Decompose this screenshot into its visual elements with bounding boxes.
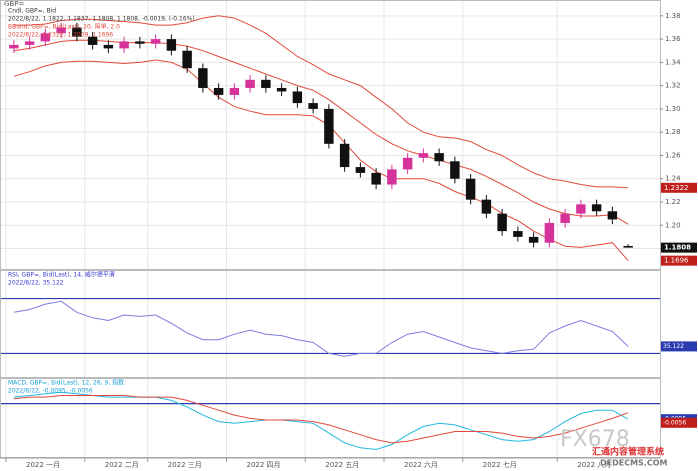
last-price-tag xyxy=(661,242,697,253)
candle-body xyxy=(166,39,177,51)
candle-body xyxy=(544,222,555,243)
band-tag-label: 1.1696 xyxy=(664,257,689,265)
series-line xyxy=(13,59,629,261)
panel-frame xyxy=(0,270,661,378)
candle-body xyxy=(576,204,586,214)
candle-body xyxy=(528,236,539,243)
series-line xyxy=(13,39,629,225)
header: GBP= xyxy=(4,0,24,8)
x-tick-label: 2022 一月 xyxy=(26,461,60,469)
x-tick-label: 2022 五月 xyxy=(325,461,359,469)
series-line xyxy=(13,15,629,189)
candle-body xyxy=(103,44,114,49)
candle-body xyxy=(418,153,429,158)
candle-body xyxy=(135,41,145,44)
series-line xyxy=(13,300,629,357)
y-tick-label: 1.34 xyxy=(665,58,681,66)
panel-frame xyxy=(0,0,661,270)
candle-body xyxy=(261,79,271,88)
candle-body xyxy=(339,143,350,168)
x-tick-label: 2022 八月 xyxy=(577,461,611,469)
value-tag-label: -0.0056 xyxy=(663,419,686,426)
y-tick-label: 1.36 xyxy=(665,35,681,43)
candle-body xyxy=(607,211,618,220)
y-tick-label: 1.20 xyxy=(665,221,681,229)
legend-line: 2022/8/22, 35.122 xyxy=(8,280,64,287)
candle-body xyxy=(56,27,66,34)
y-tick-label: 1.26 xyxy=(665,151,681,159)
candle-body xyxy=(387,169,397,185)
x-tick-label: 2022 三月 xyxy=(168,461,202,469)
candle-body xyxy=(434,153,444,162)
legend-line: 2022/8/22, 1.2322, 1.2009, 1.1696 xyxy=(8,32,113,39)
candle-body xyxy=(513,231,523,237)
candle-body xyxy=(213,87,224,95)
watermark-sub: 汇通内容管理系统 xyxy=(592,446,664,458)
y-tick-label: 1.38 xyxy=(665,12,681,20)
watermark-url: DEDECMS.COM xyxy=(600,459,668,468)
candle-body xyxy=(560,213,570,223)
candle-body xyxy=(24,41,35,45)
candle-body xyxy=(497,213,507,232)
legend-line: Cndl, GBP=, Bid xyxy=(8,8,56,15)
band-tag xyxy=(661,255,697,266)
candle-body xyxy=(355,167,366,173)
legend-line: RSI, GBP=, Bid(Last), 14, 威尔德平滑 xyxy=(8,271,115,279)
candle-body xyxy=(465,178,476,200)
candle-body xyxy=(324,108,334,144)
candle-body xyxy=(450,161,460,179)
x-tick-label: 2022 四月 xyxy=(247,461,281,469)
x-tick-label: 2022 六月 xyxy=(404,460,438,469)
legend-line: BBand, GBP=, Bid(Last), 20, 简单, 2.0 xyxy=(8,23,120,31)
y-tick-label: 1.28 xyxy=(665,128,681,136)
value-tag xyxy=(661,341,697,352)
legend-line: 2022/8/22, 1.1822, 1.1837, 1.1808, 1.180… xyxy=(8,16,195,23)
candle-body xyxy=(198,68,208,88)
candle-body xyxy=(150,39,161,44)
legend-line: MACD, GBP=, Bid(Last), 12, 26, 9, 指数 xyxy=(8,379,124,387)
x-tick-label: 2022 七月 xyxy=(483,460,517,469)
value-tag xyxy=(661,417,697,428)
candle-body xyxy=(292,91,303,104)
y-tick-label: 1.24 xyxy=(665,175,681,183)
last-price-label: 1.1808 xyxy=(664,244,691,252)
candle-body xyxy=(371,172,381,185)
candle-body xyxy=(72,27,82,37)
candle-body xyxy=(402,157,413,170)
watermark: FX678 xyxy=(560,427,630,452)
y-tick-label: 1.32 xyxy=(665,82,681,90)
legend-line: 2022/8/22, -0.0095, -0.0056 xyxy=(8,388,93,395)
y-tick-label: 1.22 xyxy=(665,198,681,206)
x-tick-label: 2022 二月 xyxy=(105,461,139,469)
band-tag xyxy=(661,182,697,193)
candle-body xyxy=(591,204,602,212)
candle-body xyxy=(308,103,318,109)
candle-body xyxy=(87,36,98,45)
candle-body xyxy=(119,41,129,49)
candle-body xyxy=(40,33,51,42)
candle-body xyxy=(182,50,192,69)
candle-body xyxy=(229,87,240,95)
y-tick-label: 1.30 xyxy=(665,105,681,113)
value-tag-label: 35.122 xyxy=(663,343,684,350)
series-line xyxy=(13,395,629,444)
band-tag-label: 1.2322 xyxy=(664,184,689,192)
candle-body xyxy=(276,87,287,92)
series-line xyxy=(13,391,629,451)
candle-body xyxy=(245,79,255,88)
candle-body xyxy=(9,44,19,49)
candle-body xyxy=(481,199,492,214)
candle-body xyxy=(623,245,633,248)
